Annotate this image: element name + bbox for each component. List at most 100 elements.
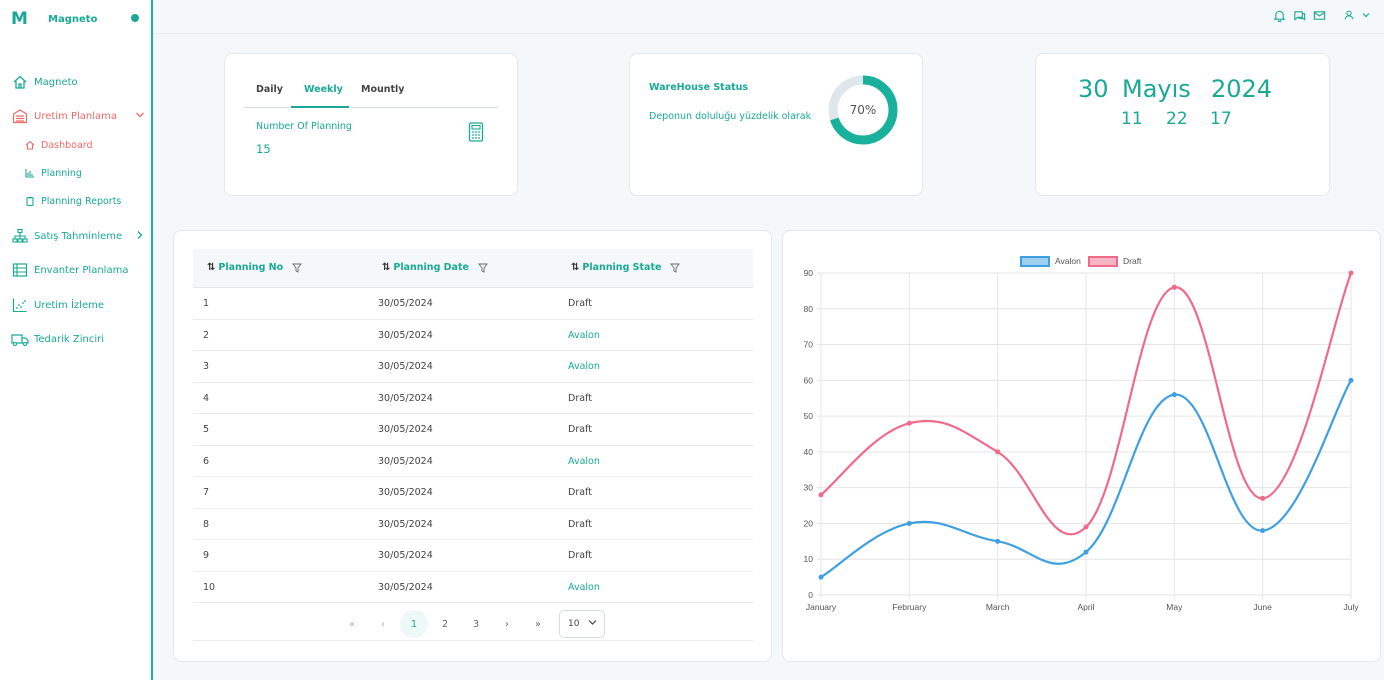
column-label: Planning No [218, 262, 284, 273]
y-tick-label: 90 [804, 268, 814, 278]
page-1-button[interactable]: 1 [400, 610, 428, 638]
legend-swatch-draft [1088, 256, 1118, 267]
table-row[interactable]: 3 30/05/2024 Avalon [193, 351, 753, 383]
cell-planning-state: Draft [568, 392, 592, 404]
cell-planning-state: Avalon [568, 581, 600, 593]
next-page-button[interactable]: › [505, 618, 509, 630]
column-label: Planning Date [393, 262, 469, 273]
data-point-avalon [818, 574, 824, 580]
y-tick-label: 60 [804, 375, 814, 385]
table-row[interactable]: 7 30/05/2024 Draft [193, 477, 753, 509]
filter-icon[interactable] [670, 263, 681, 273]
data-point-draft [1348, 270, 1354, 276]
warehouse-title: WareHouse Status [649, 82, 749, 93]
y-tick-label: 0 [808, 590, 813, 600]
bell-icon[interactable] [1272, 8, 1286, 22]
brand: M Magneto [0, 0, 151, 38]
sidebar-item-satis-tahminleme[interactable]: Satış Tahminleme [11, 226, 143, 246]
cell-planning-date: 30/05/2024 [378, 361, 433, 372]
table-row[interactable]: 1 30/05/2024 Draft [193, 288, 753, 320]
filter-icon[interactable] [478, 263, 488, 273]
warehouse-card: WareHouse Status Deponun doluluğu yüzdel… [629, 53, 923, 196]
table-row[interactable]: 4 30/05/2024 Draft [193, 383, 753, 414]
tab-daily[interactable]: Daily [256, 84, 284, 95]
chevron-right-icon [135, 230, 145, 243]
column-planning-no[interactable]: ⇅ Planning No [207, 262, 303, 273]
cell-planning-no: 7 [203, 487, 210, 498]
warehouse-percent: 70% [850, 103, 877, 117]
cell-planning-no: 3 [203, 361, 210, 372]
table-row[interactable]: 9 30/05/2024 Draft [193, 540, 753, 572]
column-planning-date[interactable]: ⇅ Planning Date [382, 262, 488, 273]
page-size-value: 10 [568, 619, 580, 629]
page-size-select[interactable]: 10 [559, 610, 605, 638]
cell-planning-date: 30/05/2024 [378, 329, 433, 341]
chevron-down-icon[interactable] [1362, 8, 1370, 22]
page-3-button[interactable]: 3 [472, 618, 480, 630]
cell-planning-date: 30/05/2024 [378, 392, 433, 404]
stat-label: Number Of Planning [256, 121, 352, 132]
filter-icon[interactable] [292, 263, 303, 273]
page-2-button[interactable]: 2 [441, 618, 449, 630]
y-tick-label: 30 [804, 483, 814, 493]
user-icon[interactable] [1342, 8, 1356, 22]
legend-swatch-avalon [1020, 256, 1050, 267]
table-row[interactable]: 6 30/05/2024 Avalon [193, 446, 753, 477]
cell-planning-state: Avalon [568, 455, 600, 467]
sidebar-item-tedarik-zinciri[interactable]: Tedarik Zinciri [11, 329, 104, 349]
chart-card: 0 10 20 30 40 50 60 70 80 90 January February March A… [782, 230, 1381, 662]
x-tick-label: January [806, 602, 837, 612]
planning-card: Daily Weekly Mountly Number Of Planning … [224, 53, 518, 196]
chat-icon[interactable] [1292, 8, 1306, 22]
sidebar-subitem-label: Planning Reports [41, 195, 122, 207]
y-tick-label: 70 [804, 340, 814, 350]
table-row[interactable]: 8 30/05/2024 Draft [193, 509, 753, 540]
first-page-button[interactable]: « [349, 618, 355, 630]
cell-planning-no: 4 [203, 392, 210, 404]
cell-planning-no: 1 [203, 298, 210, 309]
column-planning-state[interactable]: ⇅ Planning State [571, 262, 681, 273]
sidebar-subitem-label: Dashboard [41, 139, 93, 151]
date-day: 30 [1078, 75, 1109, 103]
cell-planning-state: Draft [568, 550, 592, 561]
sidebar-item-uretim-izleme[interactable]: Uretim İzleme [11, 295, 104, 315]
data-point-avalon [1171, 392, 1177, 398]
brand-name[interactable]: Magneto [48, 14, 98, 25]
chevron-down-icon [588, 618, 597, 630]
sidebar-subitem-dashboard[interactable]: Dashboard [24, 137, 93, 153]
sort-icon[interactable]: ⇅ [382, 262, 391, 273]
sidebar-subitem-planning[interactable]: Planning [24, 165, 82, 181]
data-point-draft [995, 449, 1001, 455]
data-point-draft [1260, 495, 1266, 501]
cell-planning-date: 30/05/2024 [378, 424, 433, 435]
warehouse-description: Deponun doluluğu yüzdelik olarak [649, 111, 812, 122]
time-minute: 22 [1166, 109, 1188, 129]
data-point-avalon [995, 538, 1001, 544]
sidebar-item-label: Uretim İzleme [34, 299, 105, 311]
date-year: 2024 [1211, 75, 1273, 103]
brand-logo[interactable]: M [11, 9, 28, 29]
sidebar-item-envanter-planlama[interactable]: Envanter Planlama [11, 260, 128, 280]
cell-planning-state: Draft [568, 487, 592, 498]
sidebar-item-uretim-planlama[interactable]: Uretim Planlama [11, 106, 144, 126]
data-point-avalon [1083, 549, 1089, 555]
cell-planning-no: 2 [203, 329, 210, 341]
sidebar-subitem-planning-reports[interactable]: Planning Reports [24, 193, 121, 209]
warehouse-donut: 70% [828, 75, 898, 145]
last-page-button[interactable]: » [535, 618, 541, 630]
table-row[interactable]: 10 30/05/2024 Avalon [193, 572, 753, 603]
x-tick-label: April [1077, 602, 1094, 612]
prev-page-button[interactable]: ‹ [381, 618, 385, 630]
sort-icon[interactable]: ⇅ [571, 262, 580, 273]
legend-label-avalon: Avalon [1055, 256, 1081, 266]
tab-weekly[interactable]: Weekly [304, 84, 343, 95]
mail-icon[interactable] [1312, 8, 1326, 22]
cell-planning-state: Draft [568, 518, 592, 530]
column-label: Planning State [582, 262, 662, 273]
cell-planning-no: 10 [203, 581, 216, 593]
tab-mountly[interactable]: Mountly [361, 84, 405, 95]
table-row[interactable]: 2 30/05/2024 Avalon [193, 320, 753, 351]
sort-icon[interactable]: ⇅ [207, 262, 216, 273]
table-row[interactable]: 5 30/05/2024 Draft [193, 414, 753, 446]
sidebar-item-magneto[interactable]: Magneto [11, 72, 78, 92]
